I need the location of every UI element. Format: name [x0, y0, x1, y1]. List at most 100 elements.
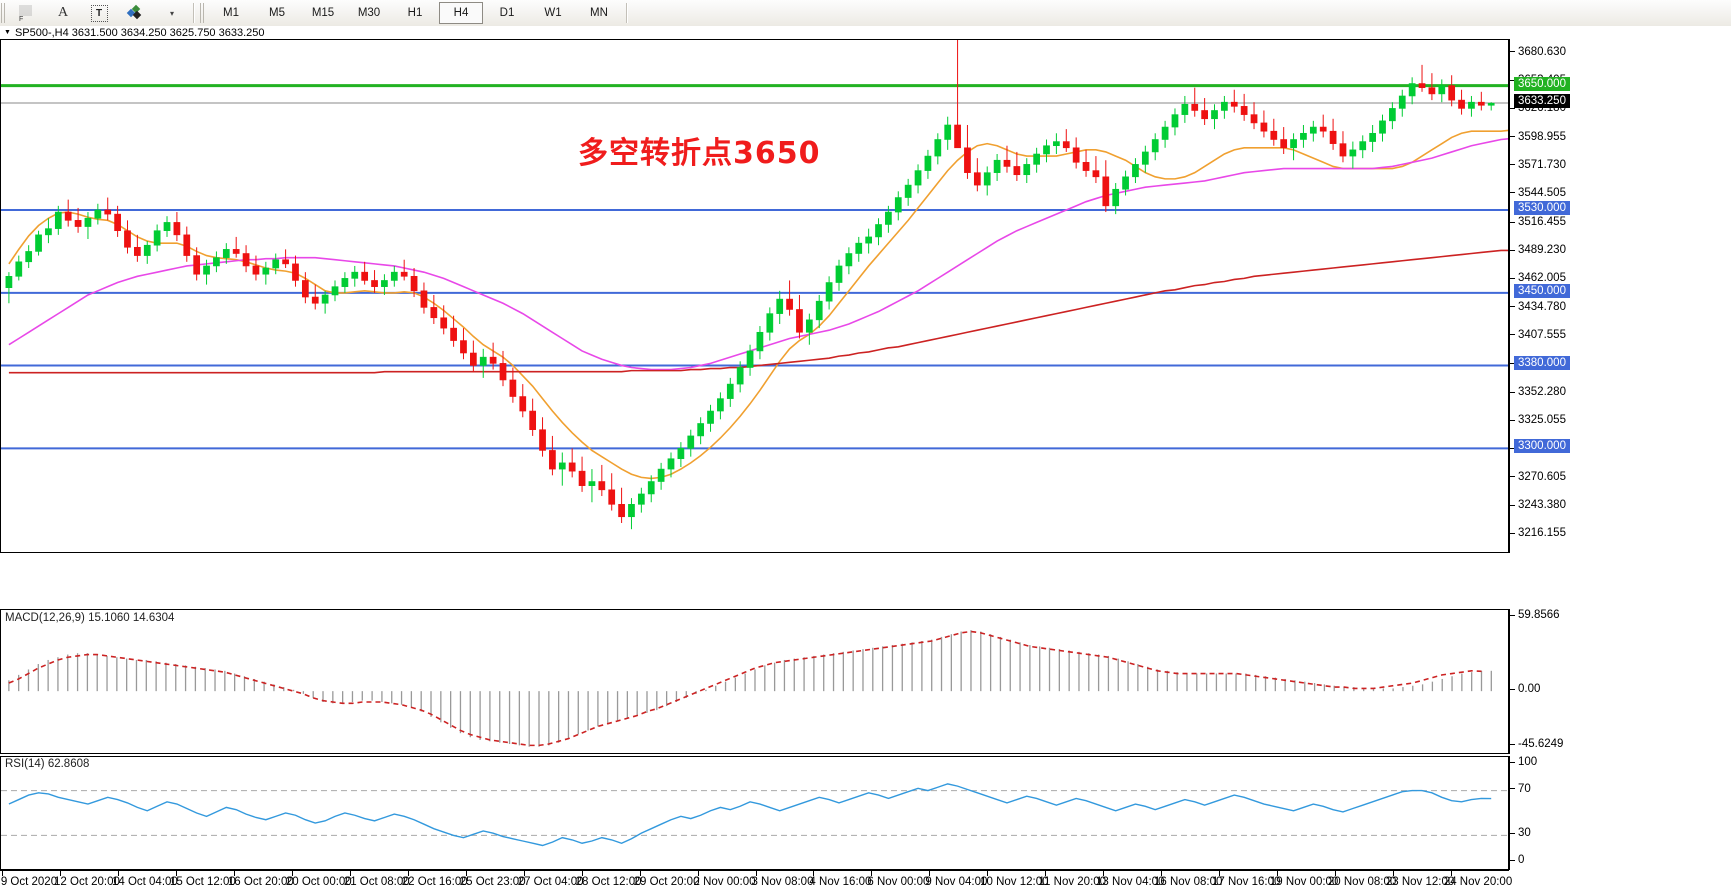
timeframe-m5[interactable]: M5: [269, 7, 285, 19]
time-label: 16 Nov 08:00: [1153, 876, 1223, 888]
macd-plot: [8, 630, 1492, 747]
toolbar-separator-2: [626, 3, 628, 23]
time-label: 29 Oct 20:00: [633, 876, 700, 888]
time-label: 22 Oct 16:00: [401, 876, 468, 888]
price-plot: [1, 40, 1508, 530]
objects-icon[interactable]: [118, 1, 152, 25]
time-tick: [59, 871, 61, 876]
rsi-tick: 70: [1510, 783, 1531, 795]
time-tick: [1161, 871, 1163, 876]
rsi-pane[interactable]: [0, 756, 1509, 870]
price-tick: 3598.955: [1510, 131, 1566, 143]
macd-indicator-label: MACD(12,26,9) 15.1060 14.6304: [5, 612, 175, 624]
time-label: 20 Oct 00:00: [285, 876, 352, 888]
time-tick: [407, 871, 409, 876]
time-label: 21 Oct 08:00: [343, 876, 410, 888]
timeframe-m30[interactable]: M30: [357, 7, 381, 19]
time-tick: [1045, 871, 1047, 876]
time-tick: [175, 871, 177, 876]
symbol-info-bar: ▼ SP500-,H4 3631.500 3634.250 3625.750 3…: [0, 26, 1731, 39]
time-label: 3 Nov 08:00: [751, 876, 814, 888]
text-A-icon[interactable]: A: [57, 5, 69, 20]
time-tick: [1219, 871, 1221, 876]
time-label: 27 Oct 04:00: [517, 876, 584, 888]
time-label: 9 Nov 04:00: [925, 876, 988, 888]
time-label: 2 Nov 00:00: [693, 876, 756, 888]
timeframe-d1[interactable]: D1: [499, 7, 515, 19]
time-tick: [465, 871, 467, 876]
time-label: 10 Nov 12:00: [980, 876, 1049, 888]
time-label: 28 Oct 12:00: [575, 876, 642, 888]
price-tick: 3462.005: [1510, 272, 1566, 284]
time-tick: [1393, 871, 1395, 876]
time-tick: [1103, 871, 1105, 876]
price-axis[interactable]: 3680.6303653.4053626.1803598.9553571.730…: [1509, 39, 1731, 553]
chevron-down-icon[interactable]: ▾: [169, 8, 174, 18]
chart-annotation-text: 多空转折点3650: [578, 136, 821, 171]
time-tick: [929, 871, 931, 876]
time-label: 15 Oct 12:00: [169, 876, 236, 888]
time-label: 9 Oct 2020: [0, 876, 58, 888]
time-label: 25 Oct 23:00: [459, 876, 526, 888]
current-price-tag: 3633.250: [1514, 93, 1570, 108]
rsi-plot: [1, 783, 1508, 847]
time-tick: [117, 871, 119, 876]
rsi-indicator-label: RSI(14) 62.8608: [5, 758, 90, 770]
macd-axis: 59.8566 0.00 -45.6249: [1509, 609, 1731, 754]
time-tick: [697, 871, 699, 876]
price-tick: 3270.605: [1510, 471, 1566, 483]
price-level-tag[interactable]: 3650.000: [1514, 76, 1570, 91]
rsi-tick: 30: [1510, 827, 1531, 839]
timeframe-w1[interactable]: W1: [544, 7, 562, 19]
price-level-tag[interactable]: 3450.000: [1514, 283, 1570, 298]
time-tick: [987, 871, 989, 876]
timeframe-mn[interactable]: MN: [590, 7, 608, 19]
time-label: 24 Nov 20:00: [1443, 876, 1513, 888]
time-label: 19 Nov 00:00: [1269, 876, 1339, 888]
time-label: 11 Nov 20:00: [1038, 876, 1107, 888]
macd-tick: -45.6249: [1510, 738, 1563, 750]
crosshair-f-icon[interactable]: F: [10, 1, 44, 25]
chart-toolbar: F A T ▾ M1 M5 M15 M30 H1 H4 D1 W1 MN: [0, 0, 1731, 27]
rsi-axis: 100 70 30 0: [1509, 756, 1731, 870]
price-tick: 3407.555: [1510, 329, 1566, 341]
macd-tick: 59.8566: [1510, 609, 1560, 621]
time-tick: [1335, 871, 1337, 876]
time-tick: [2, 871, 3, 876]
time-label: 12 Oct 20:00: [54, 876, 120, 888]
price-tick: 3571.730: [1510, 159, 1566, 171]
timeframe-group: M1 M5 M15 M30 H1 H4 D1 W1 MN: [208, 2, 622, 24]
time-label: 6 Nov 00:00: [867, 876, 930, 888]
timeframe-h4[interactable]: H4: [439, 2, 483, 24]
symbol-ohlc-text: SP500-,H4 3631.500 3634.250 3625.750 363…: [14, 26, 265, 39]
time-tick: [291, 871, 293, 876]
text-label-icon[interactable]: T: [82, 1, 116, 25]
price-tick: 3325.055: [1510, 414, 1566, 426]
price-tick: 3243.380: [1510, 499, 1566, 511]
time-axis[interactable]: 9 Oct 2020 12 Oct 20:00 14 Oct 04:00 15 Oct…: [0, 870, 1513, 895]
time-tick: [581, 871, 583, 876]
price-tick: 3680.630: [1510, 46, 1566, 58]
time-tick: [813, 871, 815, 876]
timeframe-grip[interactable]: [200, 3, 206, 23]
time-tick: [233, 871, 235, 876]
time-label: 23 Nov 12:00: [1385, 876, 1455, 888]
toolbar-grip[interactable]: [1, 3, 7, 23]
macd-pane[interactable]: [0, 609, 1509, 754]
time-label: 13 Nov 04:00: [1096, 876, 1165, 888]
time-tick: [871, 871, 873, 876]
timeframe-m1[interactable]: M1: [223, 7, 239, 19]
time-label: 16 Oct 20:00: [227, 876, 294, 888]
rsi-tick: 0: [1510, 854, 1524, 866]
collapse-icon[interactable]: ▼: [4, 29, 11, 36]
price-chart-pane[interactable]: [0, 39, 1509, 553]
rsi-tick: 100: [1510, 756, 1537, 768]
time-tick: [1451, 871, 1453, 876]
price-tick: 3434.780: [1510, 301, 1566, 313]
price-level-tag[interactable]: 3530.000: [1514, 200, 1570, 215]
time-label: 4 Nov 16:00: [809, 876, 872, 888]
price-level-tag[interactable]: 3300.000: [1514, 439, 1570, 454]
timeframe-h1[interactable]: H1: [407, 7, 423, 19]
timeframe-m15[interactable]: M15: [311, 7, 335, 19]
price-level-tag[interactable]: 3380.000: [1514, 356, 1570, 371]
